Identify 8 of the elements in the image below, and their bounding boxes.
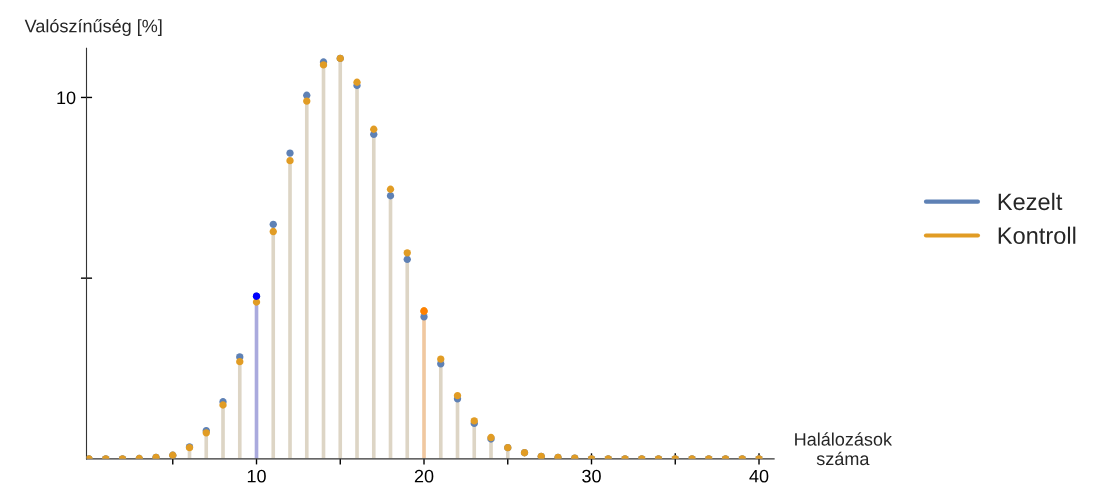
legend-label: Kontroll [998,226,1076,244]
x-tick-label: 30 [582,469,601,483]
x-tick-label: 40 [749,469,769,483]
legend-label: Kezelt [998,192,1063,211]
x-tick-label: 10 [247,469,266,483]
y-axis-title: Valószínűség [%] [24,18,162,36]
x-axis-title: Halálozások száma [795,432,893,466]
x-tick-label: 20 [414,469,434,483]
